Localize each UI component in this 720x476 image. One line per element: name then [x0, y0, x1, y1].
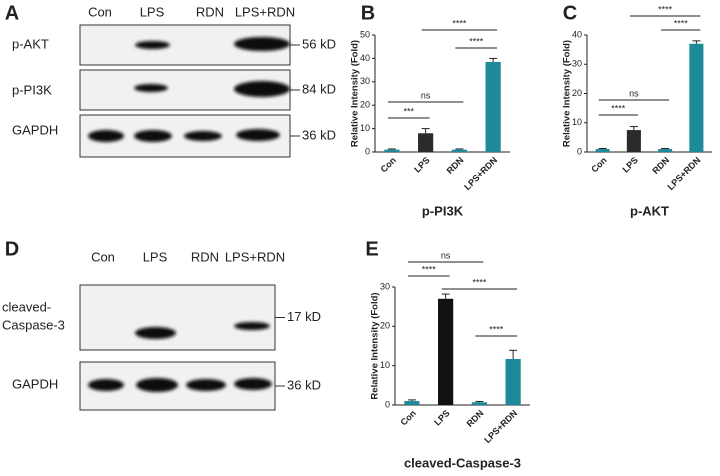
- row-label-line: cleaved-: [2, 300, 51, 315]
- blot-band: [88, 130, 124, 142]
- chart-title: cleaved-Caspase-3: [404, 455, 521, 470]
- bar: [471, 402, 487, 405]
- blot-membrane: [79, 284, 276, 351]
- bar: [595, 149, 610, 152]
- significance-label: ****: [472, 277, 487, 287]
- x-tick-label: RDN: [445, 155, 466, 176]
- y-tick-label: 20: [360, 100, 370, 110]
- lane-label: Con: [88, 4, 112, 19]
- bar: [418, 133, 434, 152]
- x-tick-label: LPS: [621, 155, 640, 174]
- lane-label: RDN: [196, 4, 224, 19]
- y-tick-label: 10: [380, 360, 390, 370]
- x-tick-label: Con: [399, 408, 418, 427]
- y-axis-label: Relative Intensity (Fold): [350, 40, 361, 147]
- x-tick-label: LPS+RDN: [482, 408, 519, 445]
- bar: [404, 401, 420, 405]
- blot-band: [234, 378, 272, 390]
- significance-label: ***: [403, 106, 414, 116]
- size-label: 17 kD: [287, 309, 321, 324]
- significance-label: ****: [422, 264, 437, 274]
- lane-label: LPS+RDN: [225, 249, 285, 264]
- y-tick-label: 10: [360, 123, 370, 133]
- panel-letter: B: [361, 2, 375, 24]
- lane-label: RDN: [191, 249, 219, 264]
- x-tick-label: LPS: [432, 408, 451, 427]
- lane-label: LPS+RDN: [235, 4, 295, 19]
- size-label: 56 kD: [302, 36, 336, 51]
- panel-letter: E: [365, 238, 378, 260]
- x-tick-label: Con: [589, 155, 608, 174]
- size-label: 84 kD: [302, 81, 336, 96]
- blot-band: [136, 378, 178, 392]
- y-axis-label: Relative Intensity (Fold): [370, 292, 381, 399]
- x-tick-label: Con: [379, 155, 398, 174]
- blot-band: [134, 130, 172, 142]
- y-tick-label: 30: [360, 76, 370, 86]
- blot-band: [234, 37, 290, 51]
- significance-label: ****: [489, 324, 504, 334]
- lane-label: LPS: [143, 249, 168, 264]
- chart-title: p-AKT: [630, 203, 669, 218]
- significance-label: ns: [441, 250, 451, 260]
- y-tick-label: 10: [572, 117, 582, 127]
- y-tick-label: 0: [365, 146, 370, 156]
- blot-band: [88, 379, 124, 391]
- bar: [658, 149, 673, 152]
- x-tick-label: LPS+RDN: [666, 155, 703, 192]
- panel-letter: A: [5, 2, 19, 24]
- blot-band: [186, 379, 226, 391]
- bar: [505, 358, 521, 405]
- y-tick-label: 30: [380, 281, 390, 291]
- blot-band: [234, 81, 290, 97]
- y-tick-label: 20: [572, 88, 582, 98]
- blot-band: [236, 129, 280, 141]
- y-tick-label: 40: [360, 53, 370, 63]
- bar: [689, 43, 704, 152]
- significance-label: ****: [674, 18, 689, 28]
- x-tick-label: LPS: [412, 155, 431, 174]
- significance-label: ns: [421, 90, 431, 100]
- y-tick-label: 0: [385, 399, 390, 409]
- row-label: GAPDH: [12, 122, 58, 137]
- row-label: p-AKT: [12, 36, 49, 51]
- blot-band: [134, 84, 168, 92]
- row-label-line: Caspase-3: [2, 318, 65, 333]
- lane-label: Con: [91, 249, 115, 264]
- panel-letter: C: [563, 2, 577, 24]
- blot-band: [184, 131, 222, 141]
- blot-band: [135, 41, 170, 49]
- size-label: 36 kD: [287, 377, 321, 392]
- row-label: GAPDH: [12, 376, 58, 391]
- significance-label: ns: [629, 88, 639, 98]
- x-tick-label: RDN: [650, 155, 671, 176]
- significance-label: ****: [452, 18, 467, 28]
- bar: [384, 149, 400, 152]
- significance-label: ****: [469, 36, 484, 46]
- row-label: p-PI3K: [12, 82, 52, 97]
- x-tick-label: LPS+RDN: [462, 155, 499, 192]
- y-tick-label: 20: [380, 321, 390, 331]
- bar: [438, 298, 454, 405]
- y-tick-label: 0: [577, 146, 582, 156]
- significance-label: ****: [658, 4, 673, 14]
- size-label: 36 kD: [302, 127, 336, 142]
- blot-band: [234, 322, 270, 330]
- y-axis-label: Relative Intensity (Fold): [562, 40, 573, 147]
- panel-letter: D: [5, 238, 19, 260]
- bar: [485, 61, 501, 152]
- y-tick-label: 30: [572, 59, 582, 69]
- chart-title: p-PI3K: [422, 203, 464, 218]
- bar: [626, 130, 641, 152]
- x-tick-label: RDN: [465, 408, 486, 429]
- y-tick-label: 40: [572, 29, 582, 39]
- blot-band: [135, 327, 176, 339]
- lane-label: LPS: [140, 4, 165, 19]
- significance-label: ****: [611, 103, 626, 113]
- y-tick-label: 50: [360, 29, 370, 39]
- row-label: cleaved- Caspase-3: [2, 300, 65, 333]
- bar: [451, 149, 467, 152]
